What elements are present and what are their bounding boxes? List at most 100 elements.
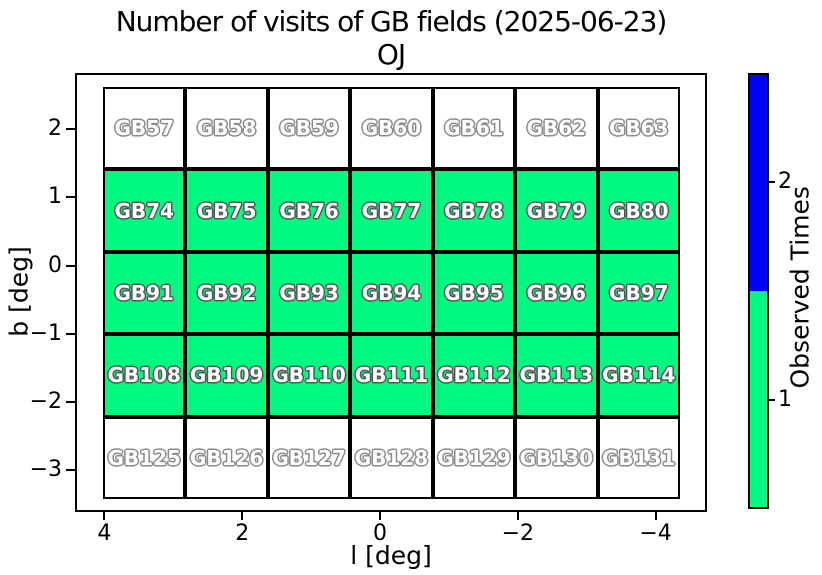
x-axis-label: l [deg]	[350, 541, 432, 570]
chart-title: Number of visits of GB fields (2025-06-2…	[115, 5, 668, 38]
colorbar-segment	[750, 75, 767, 291]
field-cell-label: GB78	[444, 198, 504, 223]
field-cell: GB63	[597, 87, 680, 170]
chart-subtitle: OJ	[376, 38, 406, 71]
y-tick-label: 2	[48, 116, 62, 142]
field-cell-label: GB61	[444, 116, 504, 141]
field-cell: GB58	[185, 87, 268, 170]
field-cell: GB108	[103, 334, 186, 417]
field-cell-label: GB93	[279, 280, 339, 305]
field-cell: GB93	[267, 251, 351, 335]
colorbar-tick-mark	[769, 399, 775, 401]
colorbar-segment	[750, 291, 767, 507]
y-tick-label: −3	[29, 457, 62, 483]
x-tick-mark	[241, 512, 244, 520]
field-cell: GB62	[515, 87, 598, 170]
field-cell: GB113	[515, 334, 598, 417]
x-tick-label: −2	[501, 521, 535, 546]
x-tick-label: 4	[97, 521, 112, 546]
field-cell-label: GB92	[196, 280, 257, 305]
field-cell: GB112	[432, 334, 516, 417]
y-tick-label: −1	[29, 320, 62, 346]
field-cell: GB128	[350, 416, 433, 499]
field-cell-label: GB58	[196, 116, 257, 141]
field-cell: GB57	[103, 87, 186, 170]
field-cell-label: GB131	[602, 445, 676, 470]
x-tick-mark	[379, 512, 381, 520]
y-axis-label: b [deg]	[4, 246, 34, 337]
field-cell-label: GB96	[526, 280, 587, 305]
colorbar	[748, 73, 769, 509]
field-cell: GB129	[432, 416, 516, 499]
field-cell: GB130	[515, 416, 598, 499]
field-cell-label: GB126	[189, 445, 264, 470]
y-tick-mark	[66, 128, 75, 131]
x-tick-label: 0	[373, 521, 387, 546]
field-cell-label: GB76	[279, 198, 339, 223]
field-cell-label: GB95	[444, 280, 504, 305]
y-tick-label: 1	[48, 184, 62, 210]
field-cell: GB80	[597, 169, 680, 252]
colorbar-tick-label: 1	[778, 387, 792, 412]
field-cell-label: GB114	[602, 363, 676, 388]
field-cell: GB74	[103, 169, 186, 252]
field-cell-label: GB63	[609, 116, 669, 141]
field-cell: GB127	[267, 416, 351, 499]
field-cell: GB126	[185, 416, 268, 499]
x-tick-mark	[654, 512, 657, 520]
x-tick-mark	[516, 512, 519, 520]
colorbar-label: Observed Times	[785, 186, 815, 389]
field-cell-label: GB128	[354, 445, 429, 470]
field-cell-label: GB130	[519, 445, 594, 470]
x-tick-label: 2	[235, 521, 250, 546]
field-cell-label: GB59	[279, 116, 339, 141]
field-cell: GB114	[597, 334, 680, 417]
field-cell-label: GB113	[519, 363, 594, 388]
x-tick-label: −4	[639, 521, 672, 546]
field-cell-label: GB111	[354, 363, 429, 388]
field-cell: GB125	[103, 416, 186, 499]
field-cell: GB94	[350, 251, 433, 335]
y-tick-mark	[66, 469, 75, 472]
field-cell: GB79	[515, 169, 598, 252]
field-cell: GB76	[267, 169, 351, 252]
y-tick-label: 0	[48, 252, 62, 278]
field-cell: GB96	[515, 251, 598, 335]
field-cell-label: GB91	[114, 280, 174, 305]
field-cell-label: GB79	[526, 198, 587, 223]
field-cell: GB61	[432, 87, 516, 170]
field-cell-label: GB74	[114, 198, 174, 223]
field-cell: GB77	[350, 169, 433, 252]
field-cell: GB97	[597, 251, 680, 335]
field-cell-label: GB80	[609, 198, 669, 223]
field-cell: GB60	[350, 87, 433, 170]
y-tick-label: −2	[29, 388, 62, 414]
field-cell-label: GB57	[114, 116, 174, 141]
field-grid: GB57 GB58 GB59 GB60 GB61 GB62 GB63 GB74 GB75 GB76…	[103, 87, 680, 499]
field-cell: GB91	[103, 251, 186, 335]
field-cell: GB95	[432, 251, 516, 335]
field-cell-label: GB60	[361, 116, 422, 141]
y-tick-mark	[66, 196, 75, 199]
field-cell: GB92	[185, 251, 268, 335]
field-cell-label: GB108	[107, 363, 181, 388]
field-cell-label: GB75	[196, 198, 257, 223]
field-cell: GB75	[185, 169, 268, 252]
y-tick-mark	[66, 264, 75, 267]
field-cell-label: GB125	[107, 445, 181, 470]
field-cell: GB59	[267, 87, 351, 170]
field-cell-label: GB129	[437, 445, 511, 470]
field-cell: GB78	[432, 169, 516, 252]
field-cell-label: GB127	[272, 445, 346, 470]
field-cell-label: GB110	[272, 363, 346, 388]
field-cell-label: GB109	[189, 363, 264, 388]
field-cell-label: GB112	[437, 363, 511, 388]
y-tick-mark	[66, 400, 75, 403]
field-cell: GB111	[350, 334, 433, 417]
field-cell-label: GB97	[609, 280, 669, 305]
field-cell: GB131	[597, 416, 680, 499]
field-cell-label: GB94	[361, 280, 422, 305]
field-cell: GB110	[267, 334, 351, 417]
field-cell-label: GB62	[526, 116, 587, 141]
